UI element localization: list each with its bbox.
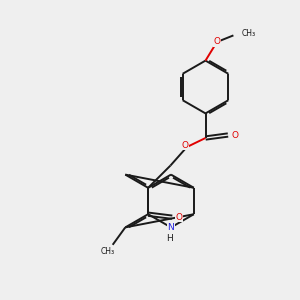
Text: N: N (168, 223, 174, 232)
Text: O: O (175, 213, 182, 222)
Text: H: H (166, 234, 173, 243)
Text: CH₃: CH₃ (242, 29, 256, 38)
Text: O: O (213, 38, 220, 46)
Text: CH₃: CH₃ (100, 247, 114, 256)
Text: O: O (231, 130, 238, 140)
Text: O: O (182, 141, 189, 150)
